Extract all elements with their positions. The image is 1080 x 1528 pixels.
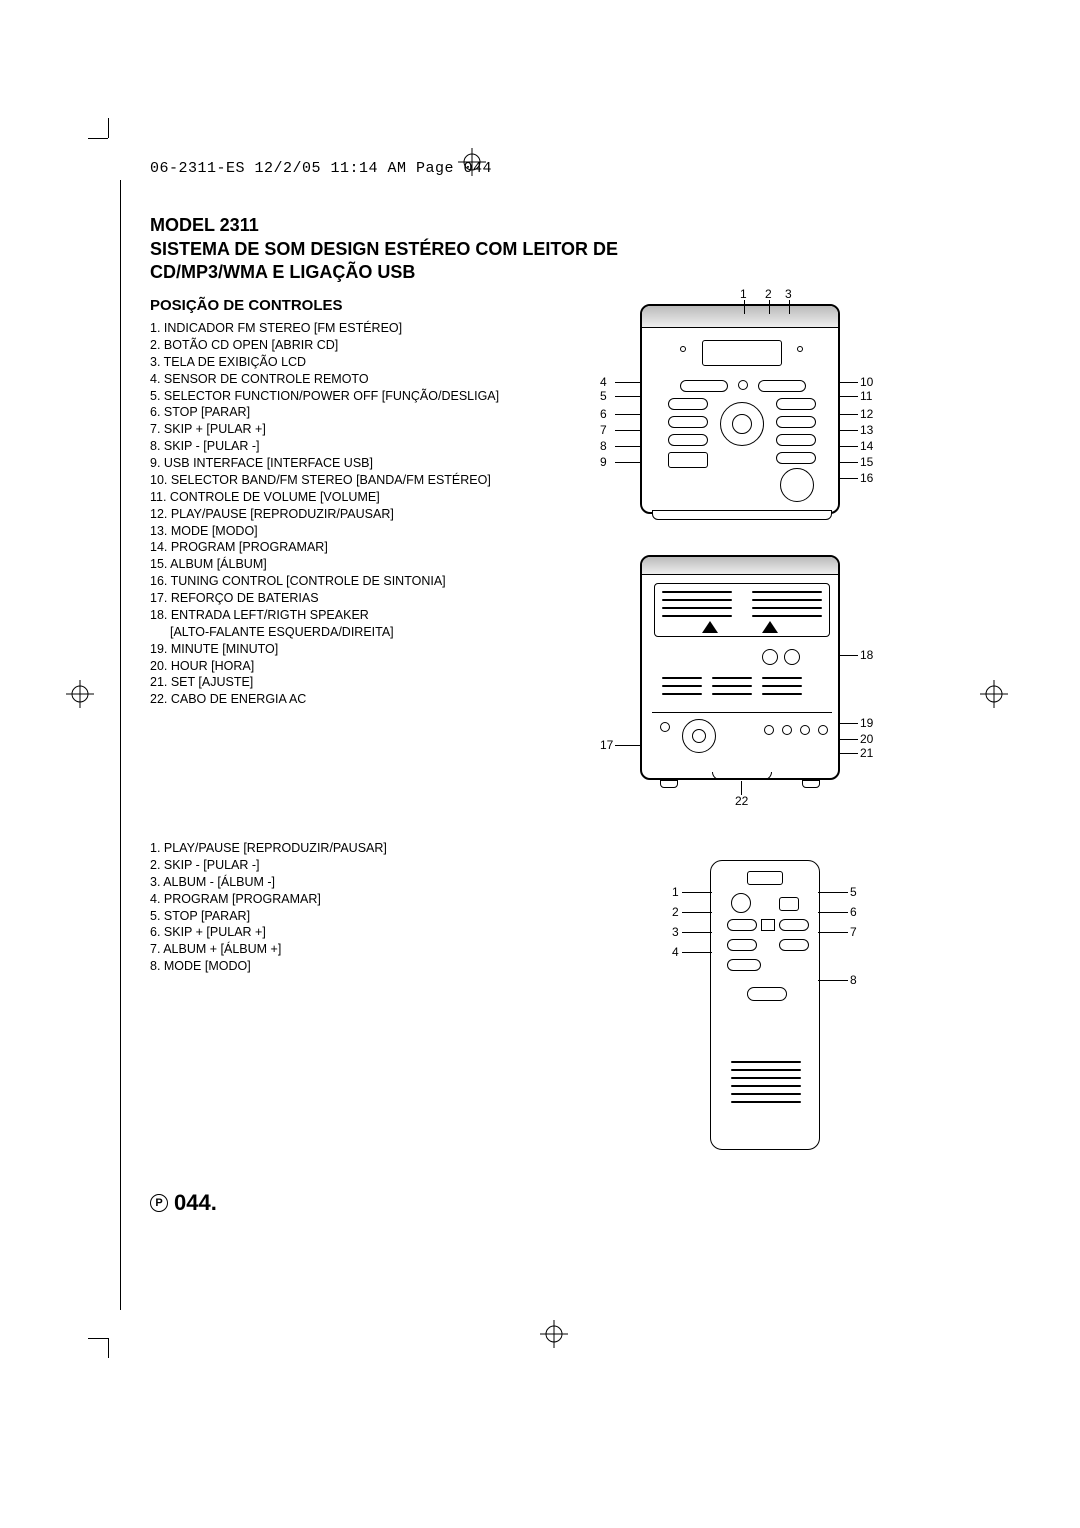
callout-leader xyxy=(818,932,848,933)
callout-leader xyxy=(769,300,770,314)
page-number: P 044. xyxy=(150,1190,217,1216)
callout-number: 16 xyxy=(860,472,873,484)
front-unit-diagram: 12345678910111213141516 xyxy=(560,290,930,530)
callout-leader xyxy=(615,414,640,415)
callout-number: 1 xyxy=(740,288,747,300)
remote-list-item: 4. PROGRAM [PROGRAMAR] xyxy=(150,891,550,908)
callout-leader xyxy=(615,446,640,447)
crop-mark-top-left xyxy=(108,138,138,168)
model-title: MODEL 2311 xyxy=(150,215,710,236)
callout-leader xyxy=(615,382,640,383)
callout-leader xyxy=(818,892,848,893)
back-unit-diagram: 17 18 19 20 21 22 xyxy=(560,545,930,815)
remote-list-item: 5. STOP [PARAR] xyxy=(150,908,550,925)
callout-leader xyxy=(838,723,858,724)
callout-leader xyxy=(615,430,640,431)
callout-number: 11 xyxy=(860,390,872,402)
callout-number: 7 xyxy=(600,424,607,436)
callout-number: 1 xyxy=(672,886,679,898)
model-subtitle: SISTEMA DE SOM DESIGN ESTÉREO COM LEITOR… xyxy=(150,238,710,283)
callout-number: 14 xyxy=(860,440,873,452)
crop-mark-bottom-left xyxy=(108,1338,138,1368)
callout-leader xyxy=(615,745,640,746)
callout-leader xyxy=(838,655,858,656)
callout-number: 2 xyxy=(672,906,679,918)
callout-number: 21 xyxy=(860,747,873,759)
remote-list-item: 2. SKIP - [PULAR -] xyxy=(150,857,550,874)
callout-leader xyxy=(838,414,858,415)
remote-list-item: 3. ALBUM - [ÁLBUM -] xyxy=(150,874,550,891)
callout-leader xyxy=(838,446,858,447)
callout-leader xyxy=(682,932,712,933)
registration-mark-right xyxy=(980,680,1008,708)
callout-number: 18 xyxy=(860,649,873,661)
callout-leader xyxy=(818,912,848,913)
callout-number: 12 xyxy=(860,408,873,420)
remote-list-item: 8. MODE [MODO] xyxy=(150,958,550,975)
callout-number: 5 xyxy=(600,390,607,402)
callout-number: 20 xyxy=(860,733,873,745)
callout-number: 4 xyxy=(672,946,679,958)
callout-leader xyxy=(682,912,712,913)
callout-leader xyxy=(838,478,858,479)
callout-leader xyxy=(838,382,858,383)
page-left-rule xyxy=(120,180,121,1310)
remote-list-item: 1. PLAY/PAUSE [REPRODUZIR/PAUSAR] xyxy=(150,840,550,857)
remote-list-item: 7. ALBUM + [ÁLBUM +] xyxy=(150,941,550,958)
callout-number: 3 xyxy=(785,288,792,300)
callout-leader xyxy=(838,462,858,463)
callout-leader xyxy=(682,892,712,893)
callout-leader xyxy=(615,396,640,397)
callout-number: 8 xyxy=(850,974,857,986)
callout-number: 5 xyxy=(850,886,857,898)
callout-number: 17 xyxy=(600,739,613,751)
callout-number: 10 xyxy=(860,376,873,388)
page-prefix-icon: P xyxy=(150,1194,168,1212)
callout-leader xyxy=(789,300,790,314)
callout-number: 6 xyxy=(850,906,857,918)
callout-number: 8 xyxy=(600,440,607,452)
callout-number: 9 xyxy=(600,456,607,468)
callout-leader xyxy=(838,430,858,431)
callout-leader xyxy=(682,952,712,953)
callout-number: 7 xyxy=(850,926,857,938)
callout-number: 22 xyxy=(735,795,748,807)
callout-leader xyxy=(838,396,858,397)
callout-leader xyxy=(741,781,742,795)
remote-diagram: 1 2 3 4 5 6 7 8 xyxy=(620,850,930,1170)
registration-mark-left xyxy=(66,680,94,708)
registration-mark-bottom xyxy=(540,1320,568,1348)
callout-leader xyxy=(838,739,858,740)
print-header: 06-2311-ES 12/2/05 11:14 AM Page 044 xyxy=(150,160,492,177)
page-number-value: 044. xyxy=(174,1190,217,1216)
callout-number: 13 xyxy=(860,424,873,436)
callout-leader xyxy=(818,980,848,981)
remote-list-item: 6. SKIP + [PULAR +] xyxy=(150,924,550,941)
callout-number: 15 xyxy=(860,456,873,468)
callout-leader xyxy=(838,753,858,754)
callout-number: 2 xyxy=(765,288,772,300)
remote-controls-list: 1. PLAY/PAUSE [REPRODUZIR/PAUSAR]2. SKIP… xyxy=(150,840,550,975)
remote-controls-block: 1. PLAY/PAUSE [REPRODUZIR/PAUSAR]2. SKIP… xyxy=(150,840,550,975)
callout-number: 19 xyxy=(860,717,873,729)
callout-number: 3 xyxy=(672,926,679,938)
callout-number: 6 xyxy=(600,408,607,420)
callout-leader xyxy=(744,300,745,314)
callout-number: 4 xyxy=(600,376,607,388)
callout-leader xyxy=(615,462,640,463)
